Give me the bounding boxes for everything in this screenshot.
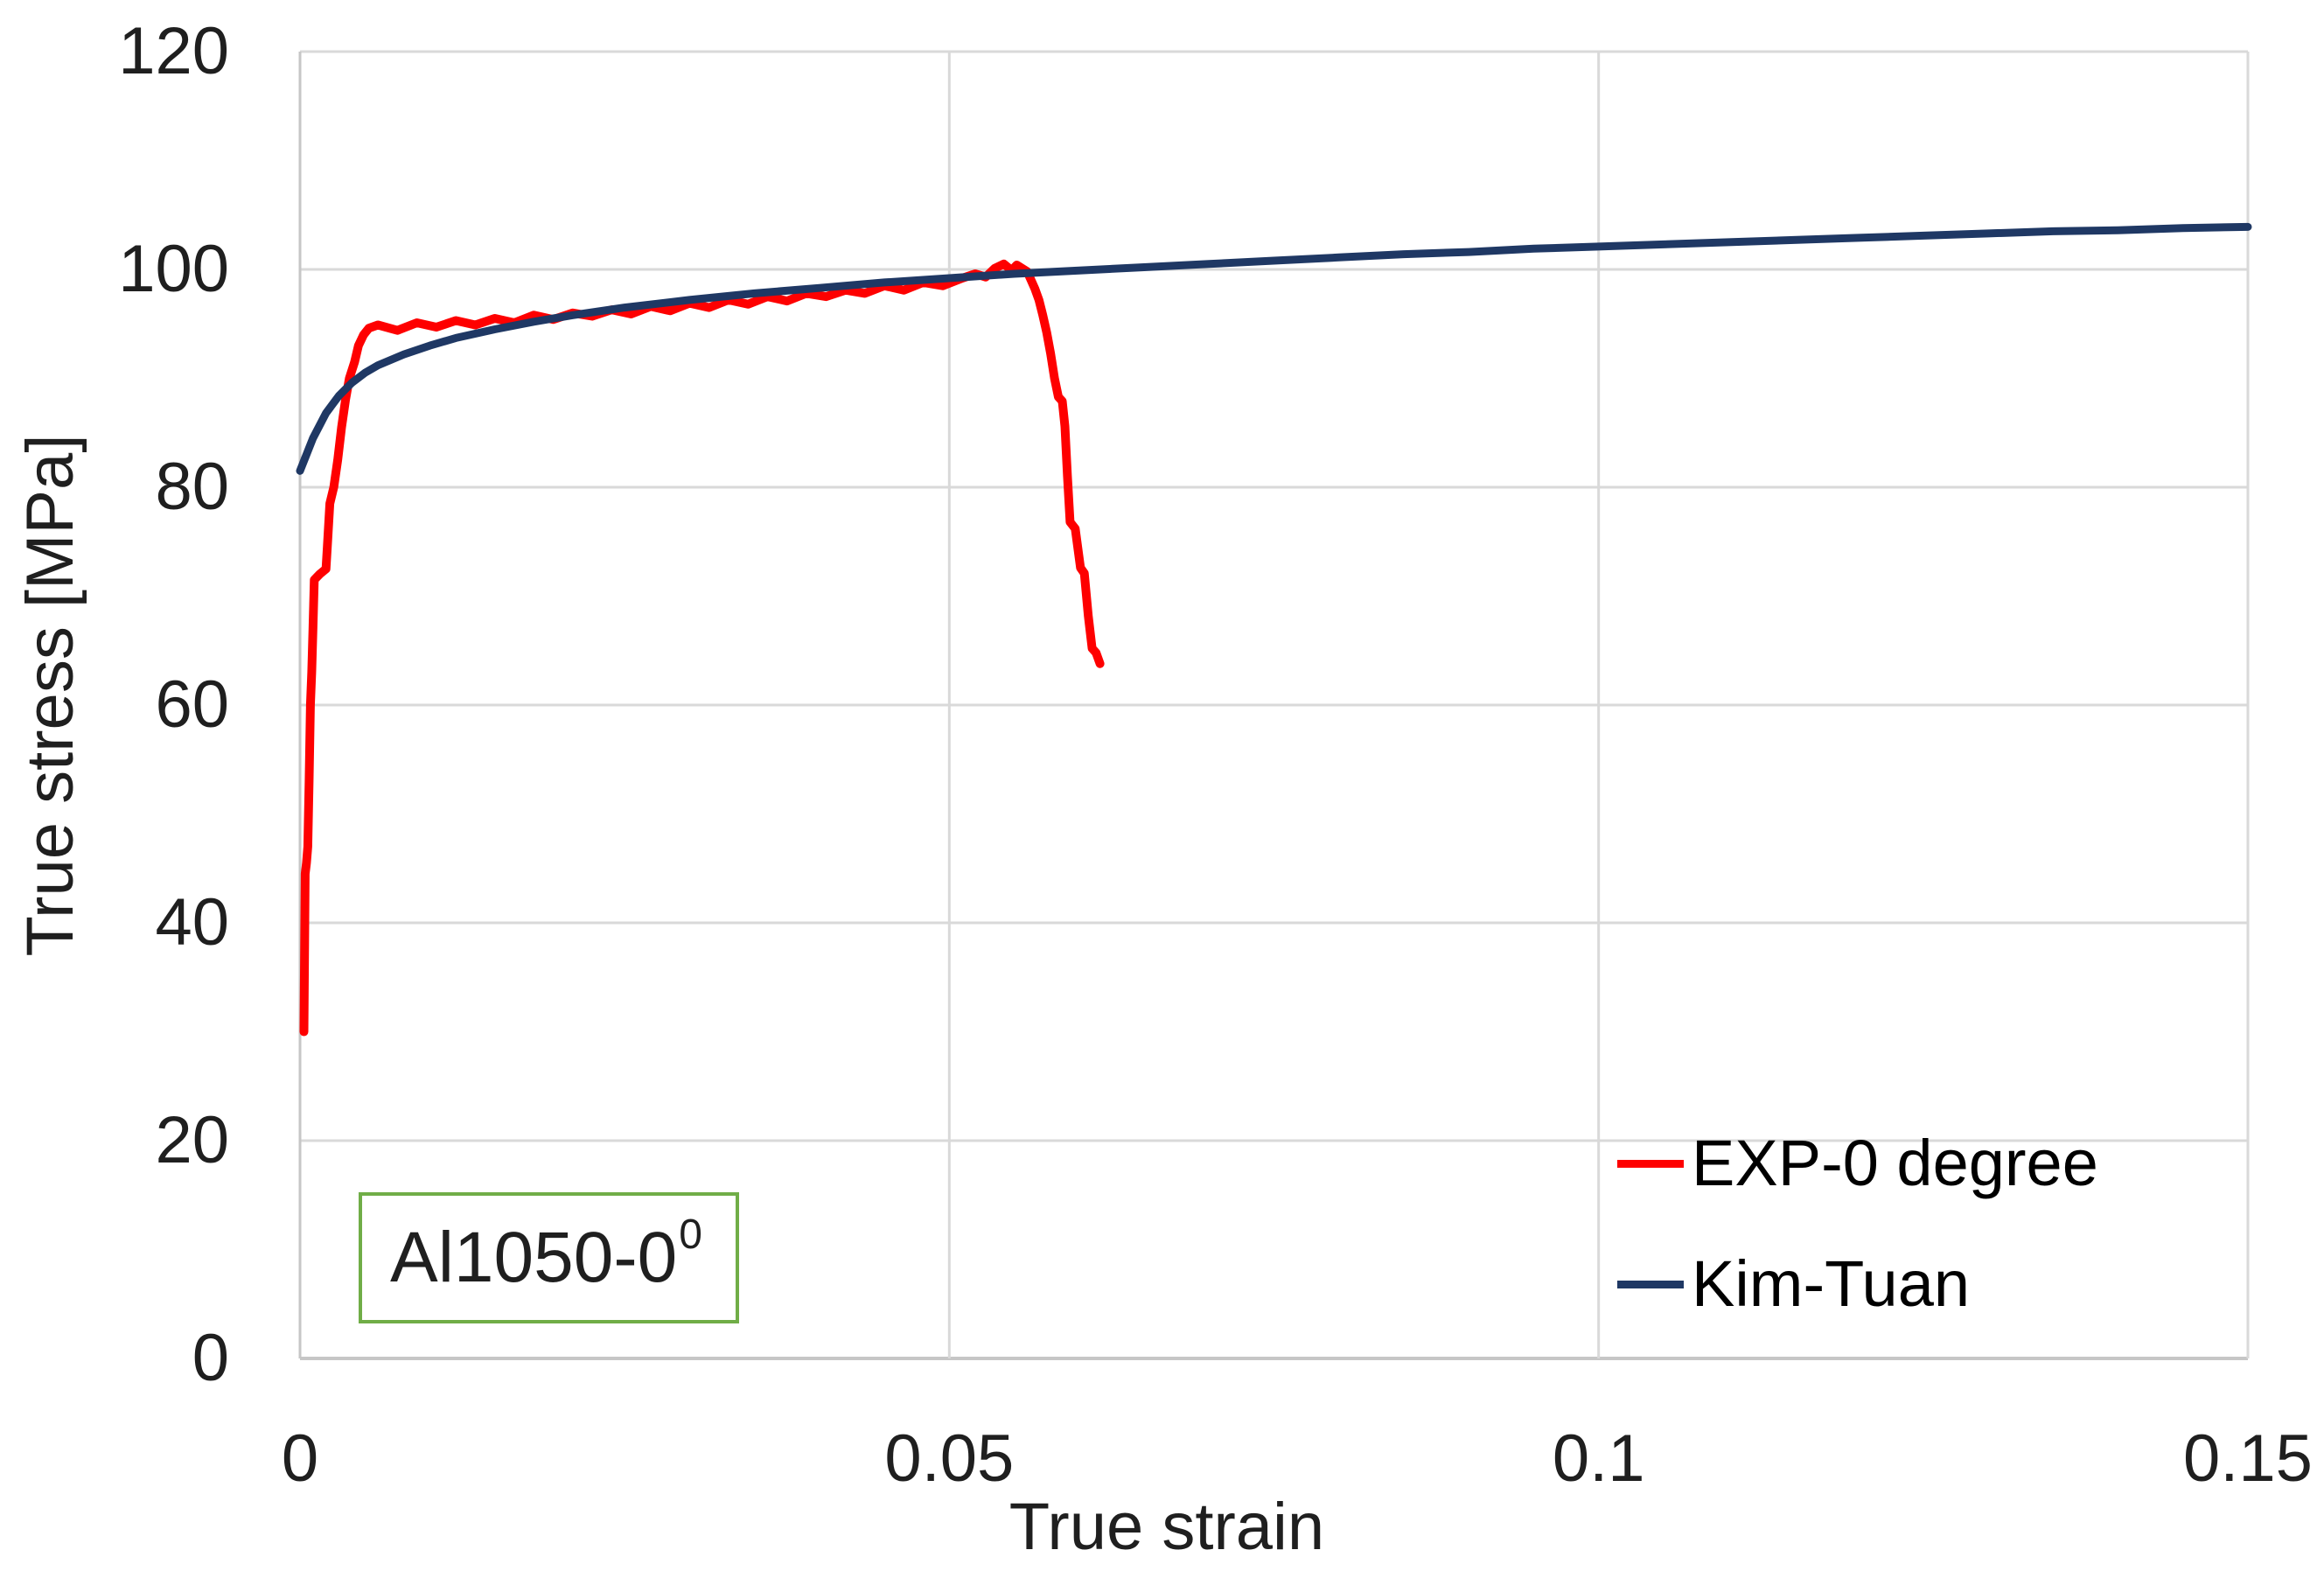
annotation-box: Al1050-0 0 xyxy=(359,1192,739,1323)
annotation-text: Al1050-0 xyxy=(390,1218,678,1297)
x-tick-label-0.15: 0.15 xyxy=(2183,1421,2313,1496)
series-line-kim-tuan xyxy=(296,222,2252,475)
legend-label: Kim-Tuan xyxy=(1692,1247,1971,1320)
legend-line-swatch-red xyxy=(1617,1159,1684,1168)
x-tick-label-0.05: 0.05 xyxy=(884,1421,1015,1496)
y-tick-label-100: 100 xyxy=(118,232,229,306)
series-line-exp-0-degree xyxy=(299,259,1105,1037)
y-tick-label-120: 120 xyxy=(118,14,229,88)
y-tick-label-20: 20 xyxy=(155,1103,229,1177)
legend-item-exp-0-degree: EXP-0 degree xyxy=(1617,1130,2098,1197)
x-tick-label-0.1: 0.1 xyxy=(1552,1421,1645,1496)
x-tick-label-0: 0 xyxy=(281,1421,319,1496)
x-axis-title: True strain xyxy=(1008,1490,1325,1564)
y-axis-title: True stress [MPa] xyxy=(13,434,87,957)
legend-line-swatch-navy xyxy=(1617,1280,1684,1288)
legend-item-kim-tuan: Kim-Tuan xyxy=(1617,1251,1970,1317)
legend-label: EXP-0 degree xyxy=(1692,1127,2098,1199)
y-tick-label-40: 40 xyxy=(155,885,229,960)
y-tick-label-60: 60 xyxy=(155,667,229,742)
y-tick-label-80: 80 xyxy=(155,450,229,524)
y-tick-label-0: 0 xyxy=(192,1321,229,1395)
